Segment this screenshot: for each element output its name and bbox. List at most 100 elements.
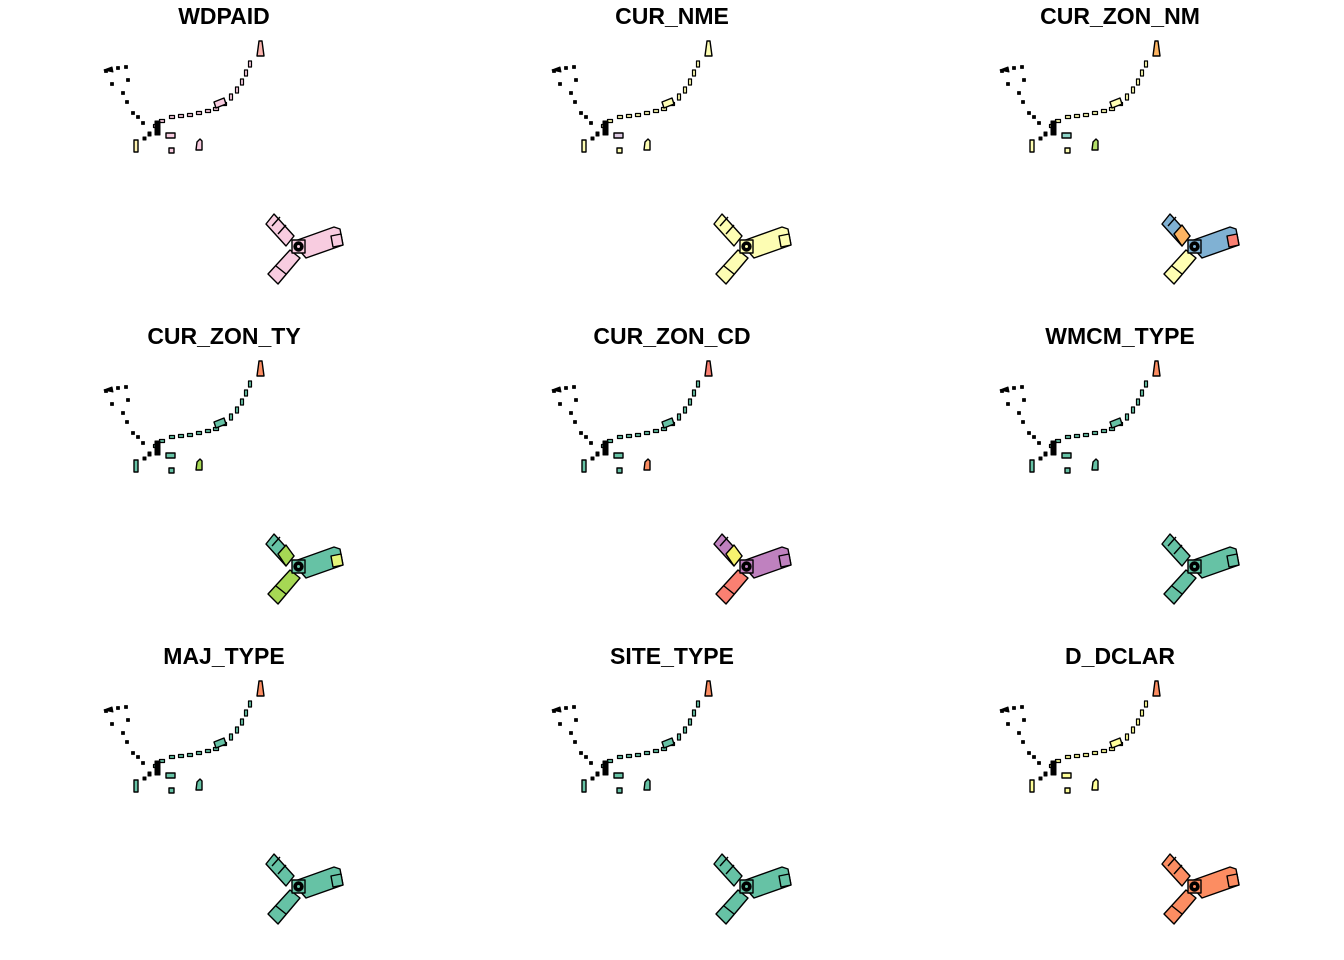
islet-dot (111, 723, 114, 726)
island-polygon (179, 115, 184, 118)
islet-dot (127, 79, 130, 82)
island-polygon (1137, 719, 1140, 725)
island-polygon (1141, 390, 1144, 396)
island-polygon (645, 432, 650, 435)
upper-left-arm (714, 214, 742, 246)
island-polygon (249, 61, 252, 67)
islet-dot (591, 777, 594, 780)
island-polygon (236, 407, 239, 413)
feature-west-strip (582, 140, 586, 152)
islet-dot (559, 403, 562, 406)
feature-center-block (614, 133, 623, 138)
island-polygon (170, 116, 175, 119)
northern-tip-polygon (705, 361, 712, 376)
feature-center-block (1062, 773, 1071, 778)
island-polygon (236, 727, 239, 733)
islet-dot (1038, 122, 1041, 125)
island-polygon (636, 434, 641, 437)
islet-dot (1007, 83, 1010, 86)
island-cluster (155, 121, 160, 135)
island-polygon (170, 436, 175, 439)
map-panel: WDPAID (0, 0, 448, 320)
map-panel: SITE_TYPE (448, 640, 896, 960)
islet-dot (1033, 436, 1036, 439)
island-polygon (206, 110, 211, 113)
islet-dot (575, 399, 578, 402)
feature-small-square (617, 788, 622, 793)
islet-dot (122, 732, 125, 735)
island-polygon (1126, 94, 1129, 100)
feature-center-block (166, 453, 175, 458)
islet-dot (132, 752, 135, 755)
islet-dot (565, 67, 568, 70)
feature-east-polygon (644, 459, 650, 470)
island-polygon (618, 756, 623, 759)
island-polygon (170, 756, 175, 759)
upper-left-arm (714, 854, 742, 886)
islet-dot (117, 67, 120, 70)
right-arm-tip (331, 554, 343, 567)
islet-dot (122, 412, 125, 415)
islet-dot (575, 719, 578, 722)
island-polygon (662, 98, 674, 108)
upper-left-arm (1162, 534, 1190, 566)
island-polygon (645, 752, 650, 755)
islet-dot (1044, 452, 1047, 456)
island-polygon (693, 390, 696, 396)
islet-dot (1018, 92, 1021, 95)
island-polygon (618, 116, 623, 119)
island-cluster (155, 761, 160, 775)
island-polygon (684, 727, 687, 733)
central-marker-core (1193, 245, 1196, 248)
island-polygon (1141, 70, 1144, 76)
feature-east-polygon (196, 459, 202, 470)
islet-dot (580, 112, 583, 115)
feature-center-block (166, 773, 175, 778)
island-polygon (636, 754, 641, 757)
feature-east-polygon (1092, 459, 1098, 470)
northern-tip-polygon (257, 681, 264, 696)
feature-east-polygon (1092, 139, 1098, 150)
island-polygon (1110, 738, 1122, 748)
y-shaped-site (1162, 854, 1239, 924)
islet-dot (111, 83, 114, 86)
feature-small-square (169, 788, 174, 793)
islet-dot (126, 101, 129, 104)
island-cluster (1051, 441, 1056, 455)
island-polygon (1110, 418, 1122, 428)
feature-small-square (617, 468, 622, 473)
islet-dot (122, 92, 125, 95)
islet-dot (570, 92, 573, 95)
islet-dot (137, 756, 140, 759)
island-polygon (1126, 414, 1129, 420)
islet-dot (590, 442, 593, 445)
northern-tip-polygon (705, 41, 712, 56)
lower-arm (1164, 890, 1196, 924)
island-polygon (1066, 436, 1071, 439)
island-polygon (654, 750, 659, 753)
lower-arm (268, 570, 300, 604)
feature-east-polygon (644, 779, 650, 790)
map-svg (896, 640, 1344, 960)
island-polygon (179, 435, 184, 438)
island-cluster (1051, 121, 1056, 135)
islet-dot (1021, 386, 1024, 389)
islet-dot (1044, 132, 1047, 136)
map-panel: CUR_ZON_NM (896, 0, 1344, 320)
islet-dot (1022, 421, 1025, 424)
feature-west-strip (1030, 140, 1034, 152)
central-marker-core (297, 885, 300, 888)
islet-dot (580, 752, 583, 755)
feature-center-block (614, 453, 623, 458)
islet-dot (148, 132, 151, 136)
island-polygon (241, 719, 244, 725)
island-polygon (188, 434, 193, 437)
map-svg (896, 320, 1344, 640)
island-polygon (654, 430, 659, 433)
island-polygon (1145, 701, 1148, 707)
islet-dot (1018, 732, 1021, 735)
central-marker-core (745, 885, 748, 888)
islet-dot (117, 387, 120, 390)
feature-west-strip (582, 780, 586, 792)
island-polygon (662, 418, 674, 428)
